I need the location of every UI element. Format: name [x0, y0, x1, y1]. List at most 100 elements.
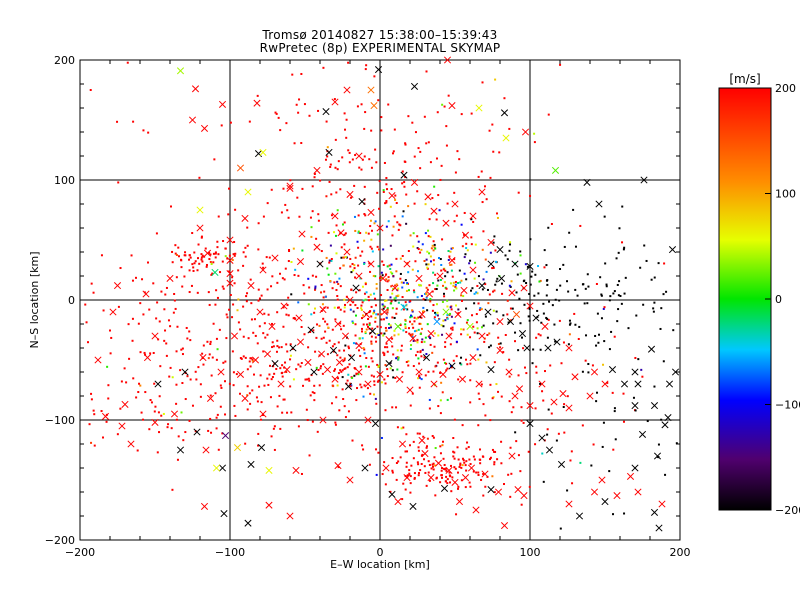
velocity-dot: [92, 291, 95, 294]
velocity-dot: [140, 411, 143, 414]
velocity-dot: [298, 98, 301, 101]
velocity-dot: [425, 293, 428, 296]
velocity-dot: [544, 370, 547, 373]
x-marker-stroke: [394, 322, 402, 330]
x-marker-stroke: [434, 459, 443, 467]
x-marker: [307, 326, 315, 334]
x-marker: [247, 282, 255, 290]
velocity-dot: [460, 328, 463, 331]
x-marker: [388, 192, 396, 200]
velocity-dot: [325, 120, 328, 123]
velocity-dot: [322, 296, 325, 299]
velocity-dot: [500, 395, 503, 398]
x-marker-stroke: [241, 394, 249, 402]
velocity-dot: [363, 239, 366, 242]
x-marker-stroke: [199, 354, 207, 362]
x-marker: [323, 366, 332, 374]
velocity-dot: [418, 386, 421, 389]
velocity-dot: [382, 318, 385, 321]
velocity-dot: [384, 483, 387, 486]
velocity-dot: [271, 346, 274, 349]
velocity-dot: [479, 448, 482, 451]
velocity-dot: [373, 292, 376, 295]
velocity-dot: [120, 380, 123, 383]
velocity-dot: [337, 341, 340, 344]
velocity-dot: [637, 358, 640, 361]
velocity-dot: [542, 302, 545, 305]
velocity-dot: [391, 152, 394, 155]
x-marker-stroke: [571, 373, 579, 381]
velocity-dot: [201, 254, 204, 257]
velocity-dot: [255, 396, 258, 399]
velocity-dot: [559, 268, 562, 271]
x-marker: [277, 380, 285, 388]
velocity-dot: [394, 296, 397, 299]
velocity-dot: [427, 229, 430, 232]
velocity-dot: [566, 280, 569, 283]
x-marker-stroke: [500, 522, 509, 530]
velocity-dot: [325, 341, 328, 344]
velocity-dot: [333, 281, 336, 284]
x-marker: [218, 100, 227, 108]
velocity-dot: [324, 330, 327, 333]
velocity-dot: [263, 312, 266, 315]
velocity-dot: [444, 345, 447, 348]
velocity-dot: [455, 355, 458, 358]
velocity-dot: [502, 351, 505, 354]
velocity-dot: [226, 316, 229, 319]
velocity-dot: [412, 232, 415, 235]
x-marker-stroke: [286, 512, 294, 520]
velocity-dot: [620, 302, 623, 305]
velocity-dot: [181, 382, 184, 385]
velocity-dot: [128, 357, 131, 360]
velocity-dot: [403, 160, 406, 163]
x-marker: [226, 279, 234, 287]
velocity-dot: [224, 360, 227, 363]
velocity-dot: [504, 334, 507, 337]
x-marker-stroke: [218, 464, 227, 472]
velocity-dot: [584, 359, 587, 362]
velocity-dot: [397, 460, 400, 463]
velocity-dot: [334, 423, 337, 426]
velocity-dot: [441, 300, 444, 303]
velocity-dot: [389, 267, 392, 270]
velocity-dot: [442, 268, 445, 271]
velocity-dot: [90, 441, 93, 444]
velocity-dot: [143, 351, 146, 354]
velocity-dot: [139, 302, 142, 305]
velocity-dot: [260, 418, 263, 421]
velocity-dot: [459, 281, 462, 284]
velocity-dot: [202, 344, 205, 347]
x-marker: [142, 290, 150, 298]
velocity-dot: [142, 418, 145, 421]
velocity-dot: [480, 308, 483, 311]
velocity-dot: [319, 365, 322, 368]
velocity-dot: [392, 225, 395, 228]
x-marker-stroke: [244, 188, 252, 196]
velocity-dot: [464, 253, 467, 256]
velocity-dot: [412, 245, 415, 248]
velocity-dot: [492, 309, 495, 312]
velocity-dot: [400, 344, 403, 347]
velocity-dot: [570, 450, 573, 453]
velocity-dot: [492, 150, 495, 153]
velocity-dot: [481, 201, 484, 204]
velocity-dot: [417, 377, 420, 380]
velocity-dot: [200, 253, 203, 256]
x-marker-stroke: [346, 296, 354, 304]
x-marker: [475, 380, 483, 388]
velocity-dot: [597, 341, 600, 344]
velocity-dot: [388, 264, 391, 267]
velocity-dot: [362, 314, 365, 317]
velocity-dot: [102, 436, 105, 439]
velocity-dot: [477, 471, 480, 474]
velocity-dot: [420, 248, 423, 251]
velocity-dot: [224, 413, 227, 416]
x-marker-stroke: [514, 486, 522, 494]
velocity-dot: [590, 464, 593, 467]
velocity-dot: [425, 70, 428, 73]
velocity-dot: [102, 309, 105, 312]
velocity-dot: [228, 270, 231, 273]
velocity-dot: [427, 471, 430, 474]
x-marker: [458, 375, 467, 383]
